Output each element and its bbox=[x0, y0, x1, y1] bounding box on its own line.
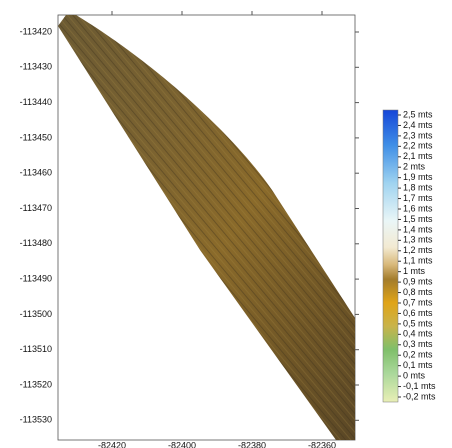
y-tick-label: -113480 bbox=[20, 238, 52, 248]
colorbar-label: -0,1 mts bbox=[403, 381, 436, 391]
colorbar-label: 2,1 mts bbox=[403, 151, 433, 161]
colorbar-label: 2,4 mts bbox=[403, 120, 433, 130]
map-view: -113420 -113430 -113440 -113450 -113460 -1134… bbox=[0, 0, 452, 448]
colorbar-label: 1,5 mts bbox=[403, 214, 433, 224]
colorbar-label: 1,4 mts bbox=[403, 224, 433, 234]
x-tick-label: -82400 bbox=[168, 440, 196, 448]
colorbar-label: 1,9 mts bbox=[403, 172, 433, 182]
colorbar-label: 0,3 mts bbox=[403, 339, 433, 349]
color-scale bbox=[383, 110, 398, 402]
colorbar-label: 0,5 mts bbox=[403, 318, 433, 328]
x-tick-label: -82420 bbox=[98, 440, 126, 448]
x-tick-label: -82360 bbox=[308, 440, 336, 448]
y-tick-label: -113430 bbox=[20, 62, 52, 72]
y-tick-label: -113530 bbox=[20, 415, 52, 425]
y-tick-label: -113470 bbox=[20, 203, 52, 213]
colorbar-label: 0,4 mts bbox=[403, 329, 433, 339]
colorbar-label: 0 mts bbox=[403, 370, 426, 380]
y-tick-label: -113500 bbox=[20, 309, 52, 319]
colorbar-label: 1,2 mts bbox=[403, 245, 433, 255]
colorbar-label: 2,3 mts bbox=[403, 130, 433, 140]
colorbar-label: 0,9 mts bbox=[403, 276, 433, 286]
colorbar-label: 1,6 mts bbox=[403, 203, 433, 213]
colorbar-label: -0,2 mts bbox=[403, 391, 436, 401]
colorbar-label: 0,2 mts bbox=[403, 350, 433, 360]
y-tick-label: -113420 bbox=[20, 26, 52, 36]
colorbar-label: 1 mts bbox=[403, 266, 426, 276]
colorbar-label: 2,5 mts bbox=[403, 109, 433, 119]
colorbar-label: 1,1 mts bbox=[403, 256, 433, 266]
y-tick-label: -113520 bbox=[20, 379, 52, 389]
y-tick-label: -113510 bbox=[20, 344, 52, 354]
x-tick-label: -82380 bbox=[238, 440, 266, 448]
colorbar-label: 2,2 mts bbox=[403, 141, 433, 151]
colorbar-label: 0,7 mts bbox=[403, 297, 433, 307]
colorbar-label: 0,1 mts bbox=[403, 360, 433, 370]
colorbar-label: 0,8 mts bbox=[403, 287, 433, 297]
y-tick-label: -113460 bbox=[20, 168, 52, 178]
y-tick-label: -113440 bbox=[20, 97, 52, 107]
colorbar-label: 1,3 mts bbox=[403, 235, 433, 245]
colorbar-label: 1,8 mts bbox=[403, 182, 433, 192]
colorbar-label: 1,7 mts bbox=[403, 193, 433, 203]
y-tick-label: -113490 bbox=[20, 273, 52, 283]
colorbar-label: 2 mts bbox=[403, 162, 426, 172]
colorbar-label: 0,6 mts bbox=[403, 308, 433, 318]
y-tick-label: -113450 bbox=[20, 132, 52, 142]
